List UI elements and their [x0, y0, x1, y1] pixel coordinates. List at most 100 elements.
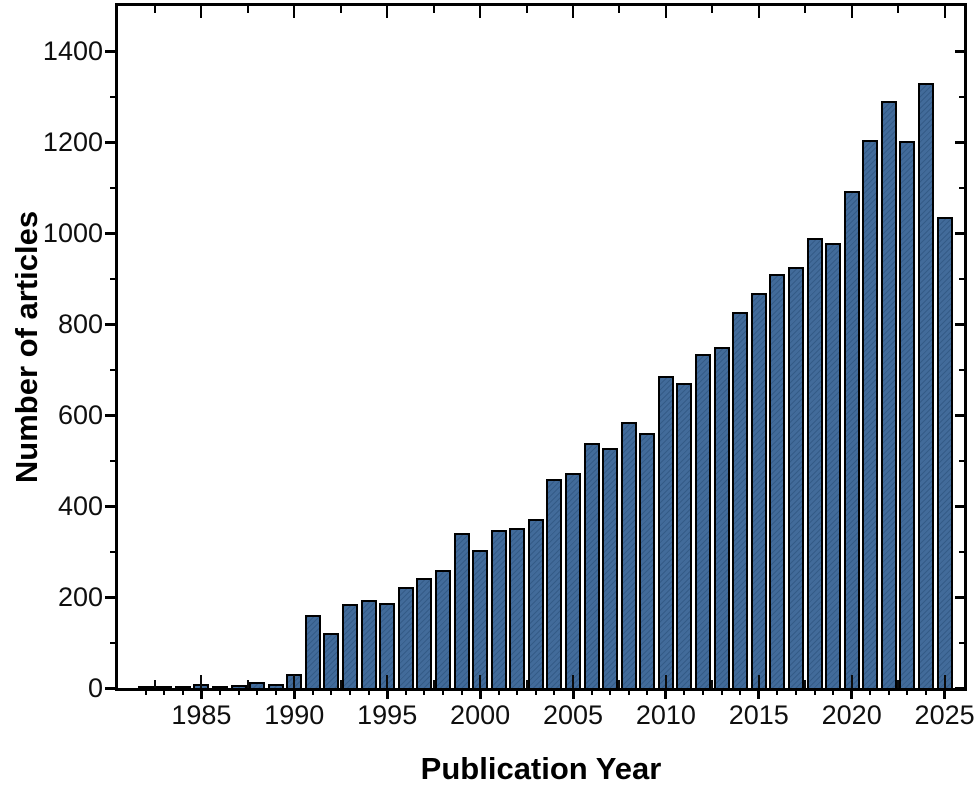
x-inner-tick-bottom — [200, 675, 203, 688]
y-tick-label-200: 200 — [57, 582, 103, 613]
x-tick-label-2020: 2020 — [821, 700, 882, 730]
bar-2007 — [602, 448, 619, 688]
x-minor-tick-bottom — [609, 691, 612, 695]
y-minor-tick-left — [110, 641, 115, 644]
x-inner-tick-top — [664, 6, 667, 18]
x-inner-tick-bottom — [479, 675, 482, 688]
bar-2024 — [918, 82, 935, 688]
bar-2003 — [527, 518, 544, 688]
bar-2010 — [657, 375, 674, 688]
x-inner-tick-top — [479, 6, 482, 18]
bar-2006 — [583, 443, 600, 688]
bar-2002 — [509, 527, 526, 688]
x-inner-tick-top — [246, 6, 249, 13]
x-minor-tick-bottom — [330, 691, 333, 695]
x-minor-tick-bottom — [181, 691, 184, 695]
x-minor-tick-bottom — [237, 691, 240, 695]
x-inner-tick-bottom — [618, 680, 621, 688]
x-minor-tick-bottom — [460, 691, 463, 695]
x-inner-tick-bottom — [432, 680, 435, 688]
bar-1987 — [230, 685, 247, 688]
y-major-tick-right — [955, 413, 964, 417]
x-minor-tick-bottom — [906, 691, 909, 695]
x-inner-tick-top — [943, 6, 946, 18]
x-minor-tick-bottom — [218, 691, 221, 695]
x-major-tick-bottom — [850, 691, 854, 699]
bar-2022 — [880, 101, 897, 688]
x-inner-tick-top — [525, 6, 528, 13]
y-minor-tick-right — [959, 368, 964, 371]
x-major-tick-bottom — [292, 691, 296, 699]
x-tick-label-2025: 2025 — [914, 700, 975, 730]
x-minor-tick-bottom — [832, 691, 835, 695]
x-inner-tick-bottom — [572, 675, 574, 688]
x-inner-tick-bottom — [246, 680, 249, 688]
y-axis-title: Number of articles — [9, 210, 44, 484]
x-minor-tick-bottom — [144, 691, 147, 695]
x-inner-tick-top — [850, 6, 853, 18]
y-minor-tick-left — [110, 550, 115, 553]
x-inner-tick-bottom — [897, 680, 900, 688]
x-minor-tick-bottom — [516, 691, 519, 695]
x-minor-tick-bottom — [256, 691, 259, 695]
x-minor-tick-bottom — [163, 691, 166, 695]
x-inner-tick-top — [618, 6, 621, 13]
x-inner-tick-bottom — [525, 680, 528, 688]
x-tick-label-2010: 2010 — [635, 700, 696, 730]
x-inner-tick-bottom — [386, 675, 389, 688]
x-inner-tick-bottom — [664, 675, 667, 688]
x-tick-label-1990: 1990 — [264, 700, 325, 730]
y-minor-tick-right — [959, 95, 964, 98]
bar-2004 — [546, 479, 563, 688]
x-inner-tick-bottom — [943, 675, 946, 688]
y-tick-label-1000: 1000 — [42, 218, 103, 249]
x-minor-tick-bottom — [534, 691, 537, 695]
x-major-tick-bottom — [943, 691, 947, 699]
y-minor-tick-right — [959, 186, 964, 189]
x-inner-tick-top — [293, 6, 296, 18]
y-major-tick-right — [955, 140, 964, 144]
x-inner-tick-top — [897, 6, 900, 13]
bar-1999 — [453, 532, 470, 688]
x-inner-tick-top — [757, 6, 760, 18]
bar-2000 — [472, 550, 489, 688]
bar-1996 — [397, 586, 414, 688]
y-tick-label-0: 0 — [87, 673, 103, 703]
x-minor-tick-bottom — [869, 691, 872, 695]
x-tick-label-1985: 1985 — [171, 700, 232, 730]
x-minor-tick-bottom — [423, 691, 426, 695]
y-major-tick-left — [105, 49, 115, 53]
y-minor-tick-left — [110, 186, 115, 189]
x-major-tick-bottom — [199, 691, 203, 699]
y-minor-tick-right — [959, 277, 964, 280]
bar-2008 — [620, 422, 637, 688]
x-minor-tick-bottom — [367, 691, 370, 695]
bar-2014 — [732, 311, 749, 688]
x-minor-tick-bottom — [590, 691, 593, 695]
y-minor-tick-right — [959, 641, 964, 644]
x-minor-tick-bottom — [813, 691, 816, 695]
x-minor-tick-bottom — [404, 691, 407, 695]
x-tick-label-2005: 2005 — [542, 700, 604, 730]
x-inner-tick-bottom — [293, 675, 296, 688]
bar-2011 — [676, 382, 693, 688]
bar-1993 — [342, 604, 359, 688]
x-inner-tick-top — [572, 6, 574, 18]
bar-2009 — [639, 432, 656, 688]
y-tick-label-1200: 1200 — [42, 127, 103, 158]
bar-2025 — [936, 217, 953, 688]
y-minor-tick-right — [959, 550, 964, 553]
bar-2018 — [806, 238, 823, 688]
bar-2023 — [899, 141, 916, 688]
x-inner-tick-top — [153, 6, 156, 13]
y-major-tick-left — [105, 413, 115, 417]
x-inner-tick-top — [386, 6, 389, 18]
y-major-tick-left — [105, 504, 115, 508]
x-tick-label-1995: 1995 — [357, 700, 418, 730]
x-inner-tick-top — [804, 6, 807, 13]
bar-1983 — [156, 686, 173, 688]
x-inner-tick-bottom — [711, 680, 714, 688]
x-major-tick-bottom — [757, 691, 761, 699]
bar-2017 — [787, 267, 804, 688]
